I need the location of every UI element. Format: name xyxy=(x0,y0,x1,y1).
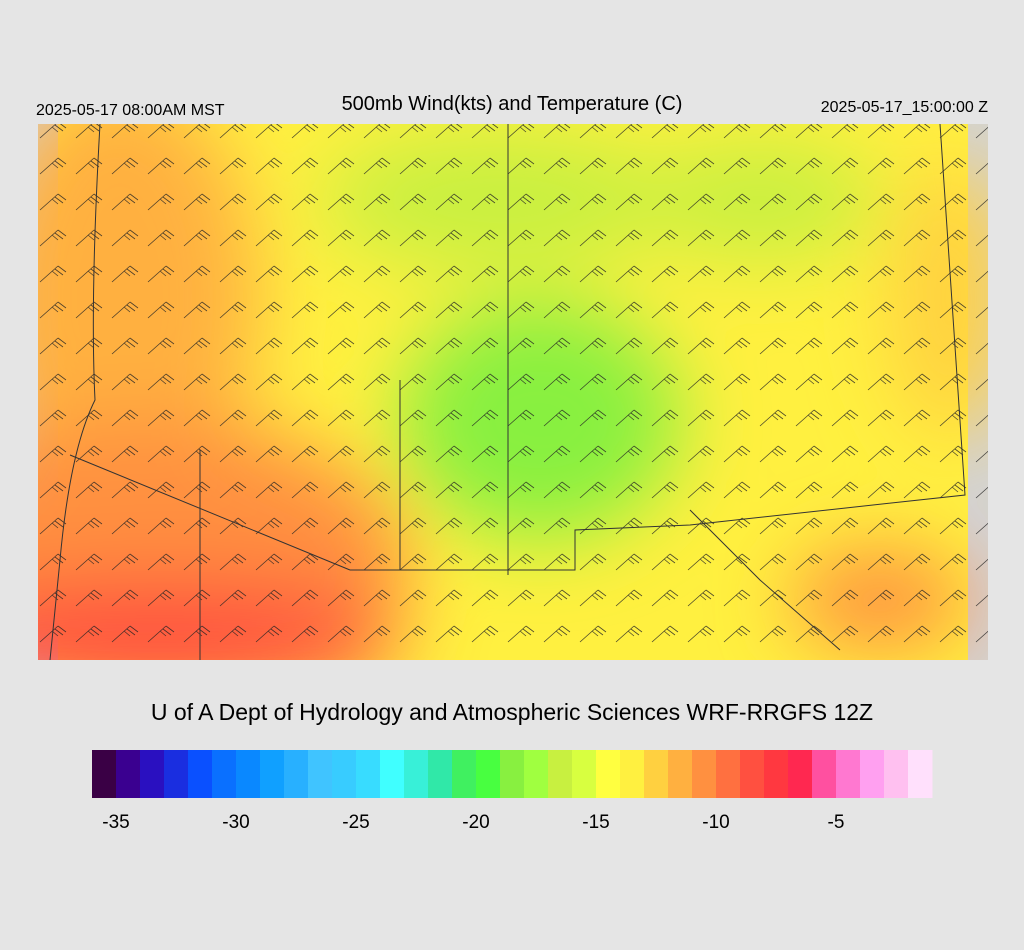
colorbar-box xyxy=(572,750,597,798)
colorbar-box xyxy=(668,750,693,798)
colorbar-box xyxy=(692,750,717,798)
colorbar-tick-label: -5 xyxy=(828,812,845,833)
colorbar-box xyxy=(356,750,381,798)
colorbar-box xyxy=(908,750,933,798)
colorbar-box xyxy=(212,750,237,798)
colorbar-tick-label: -15 xyxy=(582,812,609,833)
colorbar-box xyxy=(164,750,189,798)
colorbar-box xyxy=(380,750,405,798)
colorbar-tick-label: -30 xyxy=(222,812,249,833)
colorbar-box xyxy=(716,750,741,798)
colorbar-box xyxy=(284,750,309,798)
colorbar-tick-label: -10 xyxy=(702,812,729,833)
colorbar-box xyxy=(740,750,765,798)
colorbar-box xyxy=(236,750,261,798)
colorbar-box xyxy=(116,750,141,798)
colorbar-box xyxy=(860,750,885,798)
colorbar-box xyxy=(308,750,333,798)
colorbar-box xyxy=(836,750,861,798)
credit: U of A Dept of Hydrology and Atmospheric… xyxy=(151,699,873,725)
colorbar-box xyxy=(620,750,645,798)
colorbar-box xyxy=(452,750,477,798)
colorbar-box xyxy=(548,750,573,798)
colorbar-box xyxy=(332,750,357,798)
colorbar-box xyxy=(788,750,813,798)
colorbar-box xyxy=(92,750,117,798)
colorbar-box xyxy=(644,750,669,798)
colorbar-tick-label: -35 xyxy=(102,812,129,833)
colorbar-box xyxy=(812,750,837,798)
temperature-field xyxy=(38,124,988,660)
utc-time: 2025-05-17_15:00:00 Z xyxy=(821,99,988,116)
borders xyxy=(49,124,966,660)
colorbar-box xyxy=(188,750,213,798)
colorbar-box xyxy=(524,750,549,798)
map-title: 500mb Wind(kts) and Temperature (C) xyxy=(342,93,683,115)
colorbar-box xyxy=(476,750,501,798)
colorbar-tick-label: -25 xyxy=(342,812,369,833)
colorbar-box xyxy=(764,750,789,798)
colorbar-box xyxy=(884,750,909,798)
colorbar-tick-label: -20 xyxy=(462,812,489,833)
colorbar-box xyxy=(500,750,525,798)
colorbar-box xyxy=(404,750,429,798)
colorbar-box xyxy=(260,750,285,798)
colorbar-box xyxy=(140,750,165,798)
local-time: 2025-05-17 08:00AM MST xyxy=(36,102,225,119)
colorbar-box xyxy=(428,750,453,798)
colorbar-box xyxy=(596,750,621,798)
